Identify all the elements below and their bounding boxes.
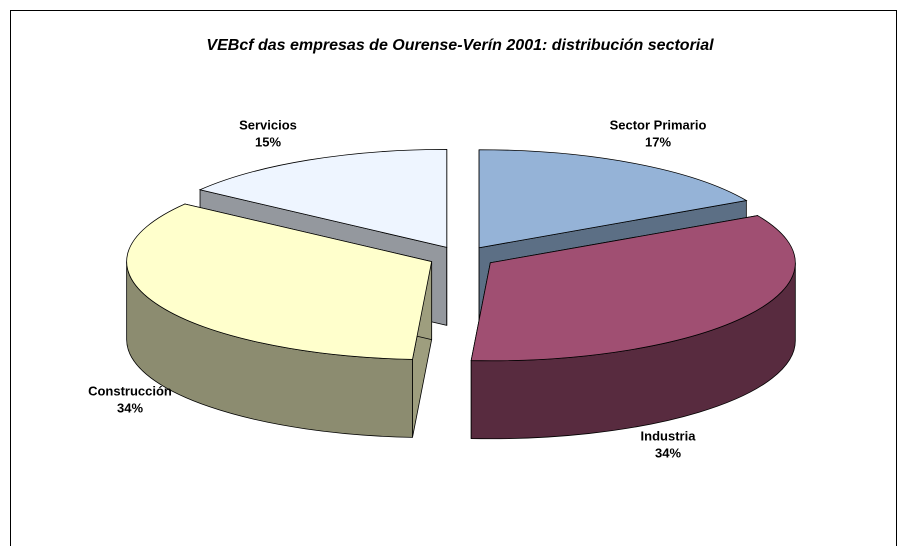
slice-value-label: 34% <box>655 445 681 460</box>
slice <box>478 149 748 249</box>
slice-label: Sector Primario <box>610 117 707 132</box>
slice-value-label: 34% <box>117 400 143 415</box>
slice <box>198 148 448 248</box>
slice-label: Construcción <box>88 383 172 398</box>
slice-label: Industria <box>641 428 697 443</box>
slice-tops <box>126 148 796 362</box>
slice <box>470 215 796 362</box>
slice <box>126 203 433 360</box>
slice-label: Servicios <box>239 117 297 132</box>
slice-value-label: 17% <box>645 134 671 149</box>
slice-value-label: 15% <box>255 134 281 149</box>
chart-title: VEBcf das empresas de Ourense-Verín 2001… <box>206 37 714 54</box>
